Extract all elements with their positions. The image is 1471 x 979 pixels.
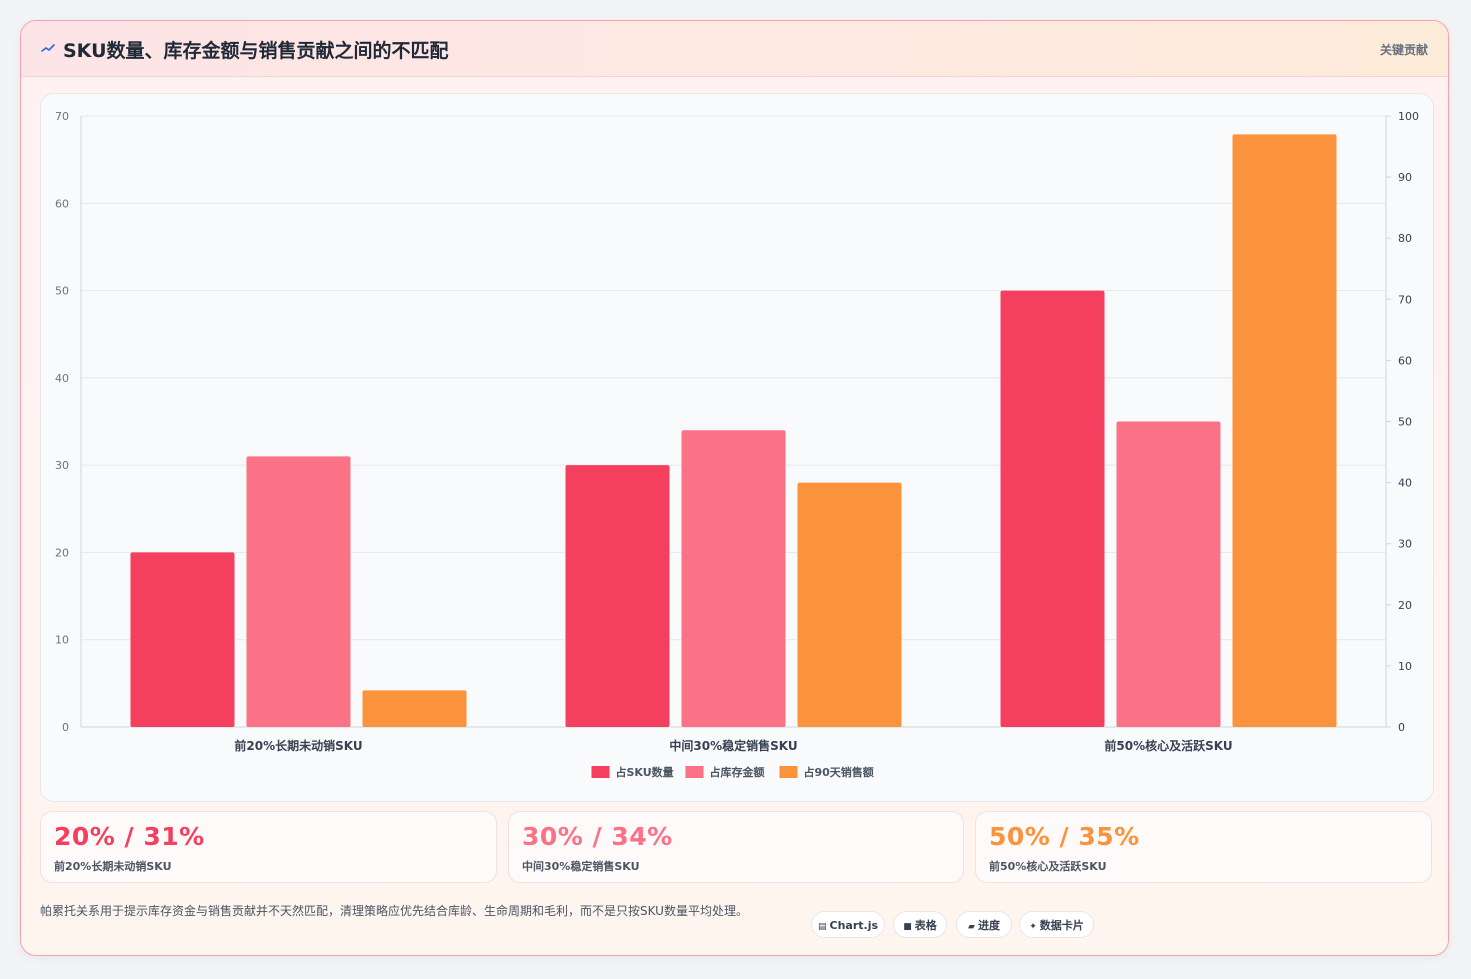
bar [797,482,902,727]
x-tick-label: 前50%核心及活跃SKU [1104,738,1232,753]
header-tag: 关键贡献 [1379,43,1428,57]
chart-title: SKU数量、库存金额与销售贡献之间的不匹配 [63,40,449,62]
y-right-tick-label: 10 [1398,660,1412,673]
legend-label: 占SKU数量 [616,765,674,779]
stat-label: 中间30%稳定销售SKU [522,860,640,873]
legend-label: 占库存金额 [710,765,765,779]
badge-label: 表格 [914,919,937,932]
bar [362,690,467,727]
y-right-tick-label: 100 [1398,110,1419,123]
bar-chart: 0 10 20 30 40 50 60 70 0 10 20 30 40 50 60 70 80 90 100 前20… [55,110,1419,779]
trend-line-icon [41,44,55,52]
stat-value: 20% / 31% [54,822,205,851]
progress-icon: ▰ [968,922,975,932]
legend-swatch [591,766,610,778]
stat-card-3: 50% / 35% 前50%核心及活跃SKU [975,811,1432,883]
chart-panel: 0 10 20 30 40 50 60 70 0 10 20 30 40 50 60 70 80 90 100 前20… [40,93,1434,802]
stat-label: 前50%核心及活跃SKU [989,860,1107,873]
stat-label: 前20%长期未动销SKU [54,860,172,873]
y-right-tick-label: 70 [1398,293,1412,306]
bar [246,456,351,727]
stat-card-1: 20% / 31% 前20%长期未动销SKU [40,811,497,883]
y-left-tick-label: 0 [62,721,69,734]
card-icon: ✦ [1029,922,1037,932]
card-header: SKU数量、库存金额与销售贡献之间的不匹配 关键贡献 [21,21,1448,77]
y-right-tick-label: 20 [1398,599,1412,612]
x-tick-label: 前20%长期未动销SKU [234,738,362,753]
bar [1116,421,1221,727]
badge-label: Chart.js [829,919,879,932]
badge-data-card[interactable]: ✦ 数据卡片 [1019,911,1094,938]
y-right-tick-label: 90 [1398,171,1412,184]
bar [681,430,786,727]
y-left-tick-label: 30 [55,459,69,472]
badge-label: 数据卡片 [1039,919,1084,932]
y-left-tick-label: 20 [55,546,69,559]
stat-card-2: 30% / 34% 中间30%稳定销售SKU [508,811,964,883]
y-left-tick-label: 60 [55,197,69,210]
stat-value: 30% / 34% [522,822,673,851]
y-left-tick-label: 70 [55,110,69,123]
stat-value: 50% / 35% [989,822,1140,851]
chart-icon: ▤ [817,922,827,932]
badge-chartjs[interactable]: ▤ Chart.js [811,911,885,938]
legend-swatch [685,766,704,778]
y-left-tick-label: 40 [55,372,69,385]
table-icon: ■ [903,922,912,932]
badge-progress[interactable]: ▰ 进度 [956,911,1012,938]
legend-swatch [779,766,798,778]
y-left-tick-label: 10 [55,634,69,647]
y-left-tick-label: 50 [55,285,69,298]
y-right-tick-label: 50 [1398,416,1412,429]
bar [1000,290,1105,727]
legend-label: 占90天销售额 [804,765,874,779]
bar [1232,134,1337,727]
badge-label: 进度 [977,919,1000,932]
y-right-tick-label: 80 [1398,232,1412,245]
y-right-tick-label: 0 [1398,721,1405,734]
footnote: 帕累托关系用于提示库存资金与销售贡献并不天然匹配，清理策略应优先结合库龄、生命周… [40,904,748,918]
bar [130,552,235,727]
x-tick-label: 中间30%稳定销售SKU [669,738,797,753]
badge-table[interactable]: ■ 表格 [893,911,947,938]
chart-card: SKU数量、库存金额与销售贡献之间的不匹配 关键贡献 0 10 20 30 40 50 60… [20,20,1449,956]
y-right-tick-label: 30 [1398,538,1412,551]
bar [565,465,670,727]
y-right-tick-label: 40 [1398,477,1412,490]
y-right-tick-label: 60 [1398,354,1412,367]
